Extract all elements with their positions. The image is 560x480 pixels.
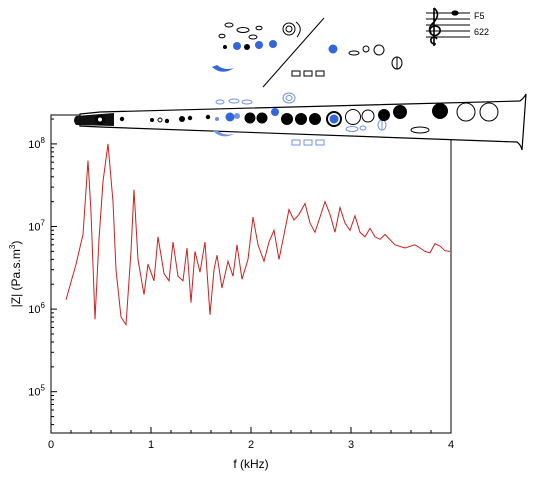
treble-clef-icon xyxy=(428,7,441,46)
inset-key xyxy=(218,33,226,39)
light-key xyxy=(359,125,367,131)
x-tick-label: 4 xyxy=(448,439,454,451)
inset-key xyxy=(223,45,227,49)
inset-key xyxy=(255,41,263,49)
y-tick-label: 105 xyxy=(28,384,45,399)
small-key xyxy=(119,116,125,122)
small-key xyxy=(157,117,163,123)
blue-key xyxy=(225,112,235,122)
inset-key xyxy=(255,25,263,31)
inset-key xyxy=(248,34,258,40)
inset-key xyxy=(269,40,277,48)
inset-key xyxy=(244,44,250,50)
finger-hole xyxy=(432,103,448,119)
y-tick-label: 107 xyxy=(28,219,45,234)
finger-hole xyxy=(244,112,256,124)
finger-hole xyxy=(456,102,476,122)
inset-key xyxy=(236,27,250,33)
finger-hole xyxy=(345,109,361,125)
finger-hole xyxy=(378,109,390,121)
barrel-hole xyxy=(98,117,102,122)
light-key xyxy=(315,139,325,146)
light-key xyxy=(291,139,301,146)
inset-key xyxy=(291,70,301,77)
finger-hole xyxy=(281,113,293,125)
clarinet-diagram xyxy=(74,92,527,151)
finger-hole xyxy=(295,113,307,125)
inset-key xyxy=(282,22,296,36)
small-key xyxy=(150,118,154,122)
light-key xyxy=(241,99,253,105)
finger-hole xyxy=(326,111,342,127)
y-tick-label: 106 xyxy=(28,301,45,316)
blue-key xyxy=(329,114,339,124)
inset-key xyxy=(285,25,293,33)
light-key xyxy=(215,99,225,105)
small-key xyxy=(187,115,193,121)
small-key xyxy=(164,118,170,124)
finger-hole xyxy=(309,113,321,125)
finger-hole xyxy=(479,102,499,122)
plot-frame xyxy=(50,114,452,434)
x-tick-label: 3 xyxy=(348,439,354,451)
x-tick-label: 2 xyxy=(248,439,254,451)
inset-key xyxy=(373,44,385,56)
y-axis: 105 106 107 108 xyxy=(28,118,57,426)
inset-divider xyxy=(262,17,325,88)
light-key xyxy=(213,131,234,137)
inset-key xyxy=(362,45,370,53)
x-axis: 0 1 2 3 4 xyxy=(48,427,454,451)
light-key xyxy=(215,117,219,121)
finger-hole xyxy=(256,112,268,124)
light-key xyxy=(285,95,293,101)
mouthpiece xyxy=(74,113,114,126)
finger-hole xyxy=(361,109,375,123)
note-frequency: 622 xyxy=(474,27,489,37)
x-tick-label: 1 xyxy=(148,439,154,451)
music-staff: F5 622 xyxy=(426,7,489,46)
small-key xyxy=(179,116,185,122)
inset-key xyxy=(212,65,234,72)
inset-key xyxy=(303,70,313,77)
inset-key xyxy=(295,21,301,38)
small-key xyxy=(205,114,211,120)
x-axis-label: f (kHz) xyxy=(233,457,268,471)
light-key xyxy=(345,126,359,132)
impedance-curve xyxy=(65,143,451,327)
inset-key xyxy=(233,42,241,50)
note-name: F5 xyxy=(474,11,485,21)
y-axis-label: |Z| (Pa.s.m3) xyxy=(8,241,23,308)
light-key xyxy=(228,98,240,104)
note-head xyxy=(451,10,459,16)
light-key xyxy=(234,113,240,119)
inset-key xyxy=(348,50,360,56)
finger-hole xyxy=(393,105,407,119)
x-tick-label: 0 xyxy=(48,439,54,451)
inset-key xyxy=(224,22,234,28)
light-key xyxy=(303,139,313,146)
finger-hole xyxy=(410,126,430,134)
light-key xyxy=(282,92,296,104)
fingering-inset xyxy=(212,17,403,88)
inset-key xyxy=(315,70,325,77)
y-tick-label: 108 xyxy=(28,136,45,151)
blue-key xyxy=(271,108,279,116)
inset-key xyxy=(328,44,338,54)
